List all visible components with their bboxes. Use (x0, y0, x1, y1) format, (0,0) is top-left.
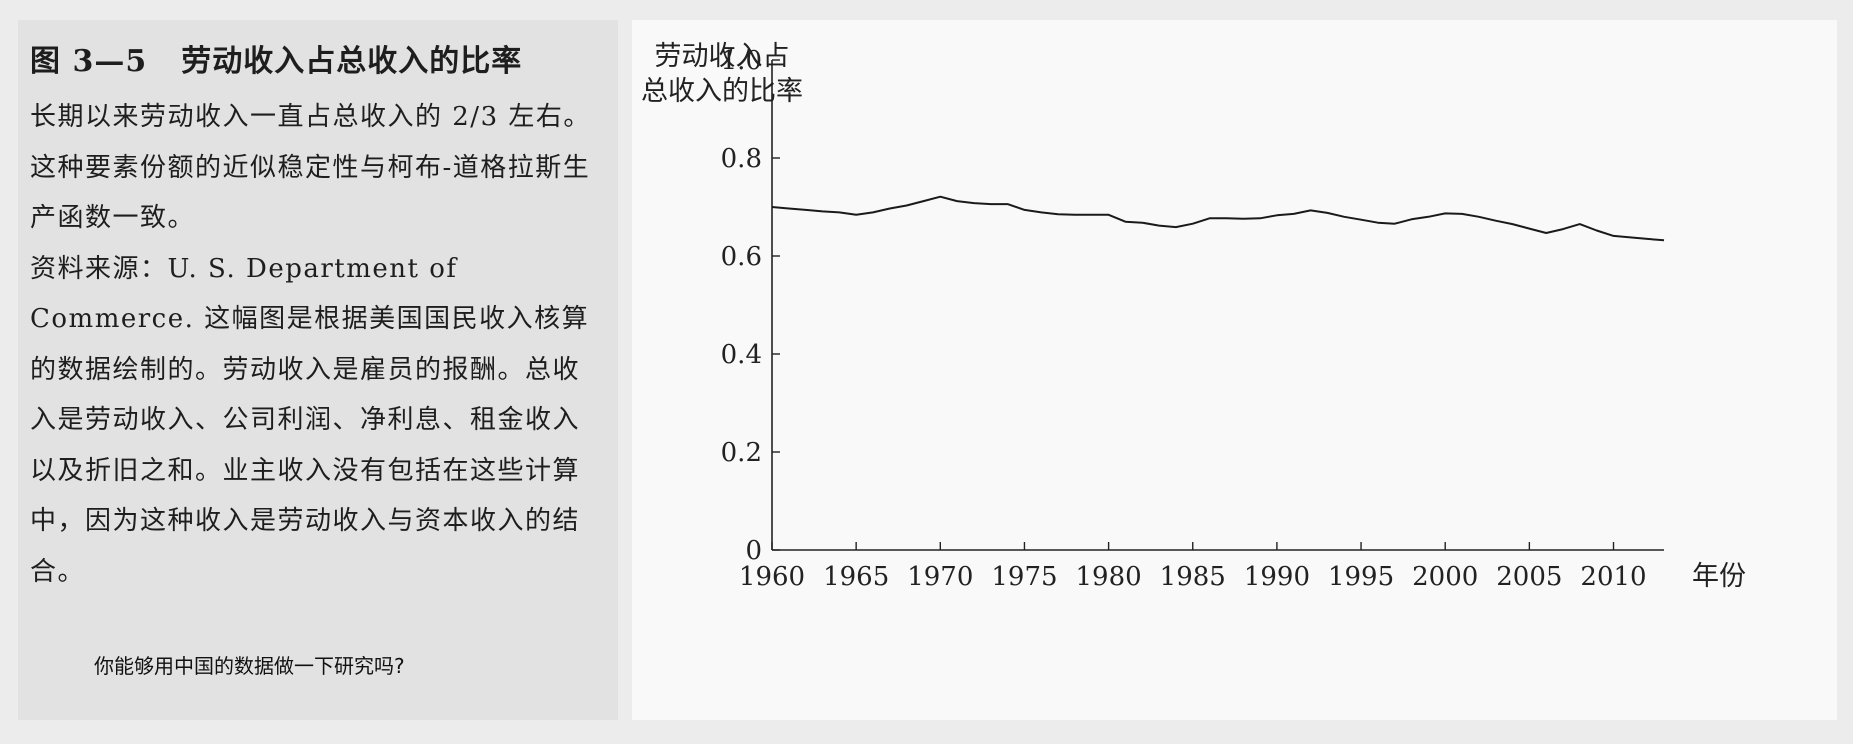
x-tick-label: 2005 (1496, 562, 1562, 592)
x-tick-label: 1980 (1076, 562, 1142, 592)
axes (771, 60, 1664, 551)
series-layer (771, 195, 1665, 242)
y-tick-label: 0.8 (721, 144, 762, 174)
chart-panel: 劳动收入占 总收入的比率 0 0.2 0.4 0.6 0.8 1.0 1960 1965 19… (632, 20, 1837, 720)
x-tick-label: 1985 (1160, 562, 1226, 592)
caption-paragraph-1: 长期以来劳动收入一直占总收入的 2/3 左右。这种要素份额的近似稳定性与柯布-道… (30, 102, 591, 233)
x-tick-label: 1970 (907, 562, 973, 592)
y-tick-label: 0.6 (721, 242, 762, 272)
x-tick-label: 1995 (1328, 562, 1394, 592)
figure-title: 图 3—5 劳动收入占总收入的比率 (30, 36, 522, 80)
y-tick-label: 0.2 (721, 438, 762, 468)
y-tick-label: 1.0 (721, 46, 762, 76)
y-axis-ticks: 0 0.2 0.4 0.6 0.8 1.0 (721, 46, 780, 566)
x-axis-title: 年份 (1692, 561, 1746, 592)
figure-title-text: 劳动收入占总收入的比率 (181, 44, 523, 79)
figure-number: 图 3—5 (30, 44, 148, 79)
caption-panel (18, 20, 618, 720)
y-axis-title: 劳动收入占 总收入的比率 (641, 41, 803, 107)
x-tick-label: 1975 (991, 562, 1057, 592)
figure-caption: 长期以来劳动收入一直占总收入的 2/3 左右。这种要素份额的近似稳定性与柯布-道… (30, 92, 605, 597)
x-tick-label: 1960 (739, 562, 805, 592)
labor-share-chart: 劳动收入占 总收入的比率 00.20.40.60.81.0 1960 1965 19… (641, 41, 1746, 592)
handwritten-note: 你能够用中国的数据做一下研究吗? (94, 654, 405, 678)
x-tick-label: 2000 (1412, 562, 1478, 592)
y-axis-title-line-2: 总收入的比率 (641, 76, 803, 107)
series-line-labor-share (771, 195, 1665, 242)
y-tick-label: 0 (745, 536, 762, 566)
x-axis-ticks: 1960 1965 1970 1975 1980 1985 1990 1995 2000 2005… (739, 542, 1647, 592)
y-tick-label: 0.4 (721, 340, 762, 370)
x-tick-label: 1990 (1244, 562, 1310, 592)
x-tick-label: 1965 (823, 562, 889, 592)
y-axis-title-line-1: 劳动收入占 (655, 41, 790, 72)
caption-paragraph-2: 资料来源：U. S. Department of Commerce. 这幅图是根… (30, 253, 590, 587)
x-tick-label: 2010 (1580, 562, 1646, 592)
